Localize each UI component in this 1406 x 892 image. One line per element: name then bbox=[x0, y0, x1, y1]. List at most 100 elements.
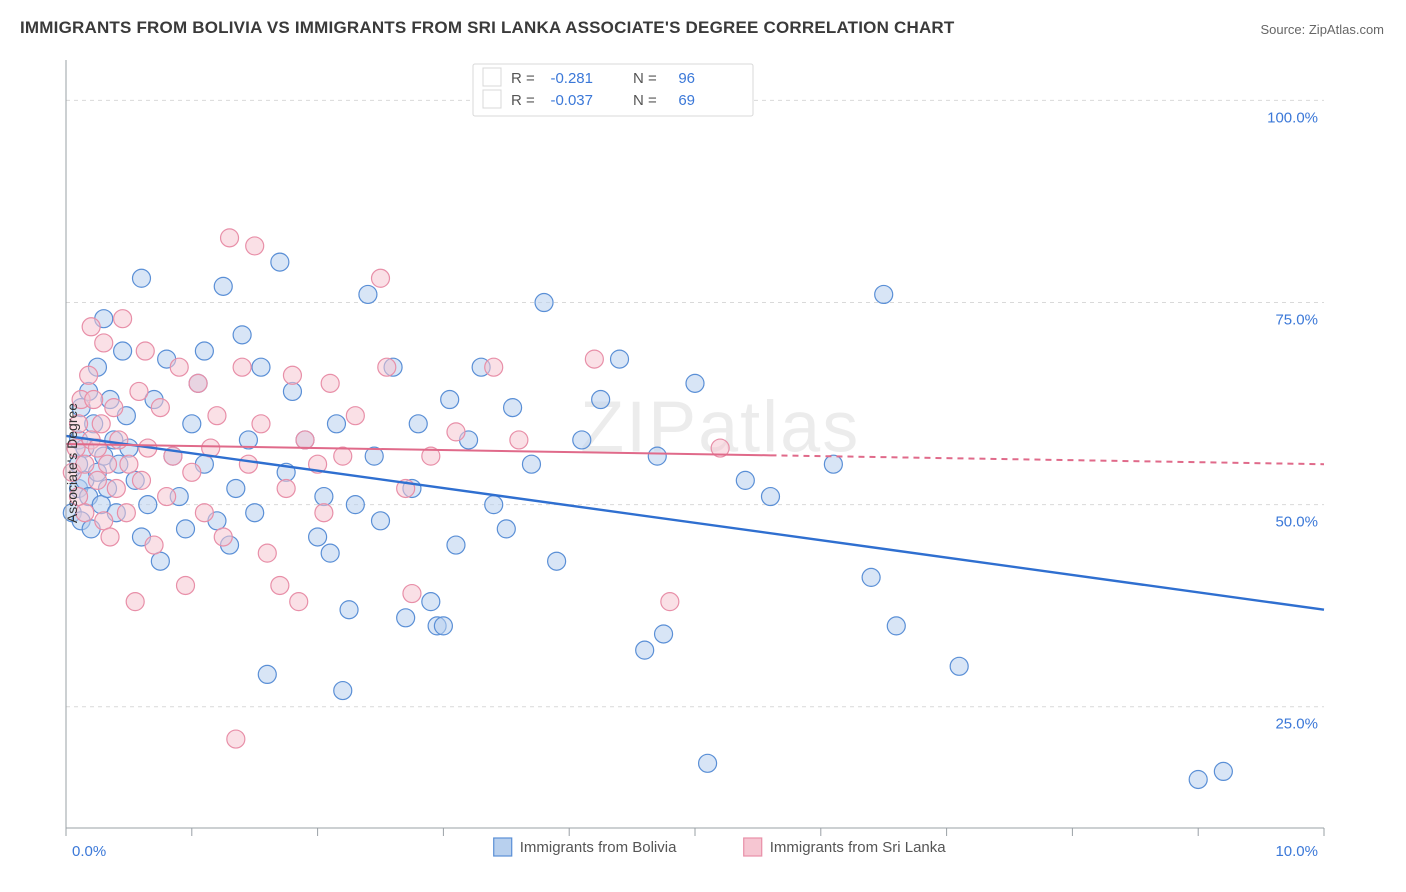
legend-label: Immigrants from Bolivia bbox=[520, 839, 677, 856]
source-label: Source: ZipAtlas.com bbox=[1260, 22, 1384, 37]
stat-text: -0.037 bbox=[550, 92, 593, 109]
legend-label: Immigrants from Sri Lanka bbox=[770, 839, 947, 856]
data-point bbox=[950, 657, 968, 675]
data-point bbox=[699, 754, 717, 772]
legend-swatch bbox=[744, 838, 762, 856]
data-point bbox=[80, 366, 98, 384]
data-point bbox=[447, 423, 465, 441]
data-point bbox=[315, 504, 333, 522]
data-point bbox=[246, 504, 264, 522]
data-point bbox=[1214, 762, 1232, 780]
data-point bbox=[126, 593, 144, 611]
data-point bbox=[592, 391, 610, 409]
data-point bbox=[151, 399, 169, 417]
data-point bbox=[277, 479, 295, 497]
data-point bbox=[283, 366, 301, 384]
data-point bbox=[258, 665, 276, 683]
data-point bbox=[136, 342, 154, 360]
scatter-chart: 25.0%50.0%75.0%100.0%ZIPatlas0.0%10.0%R … bbox=[18, 52, 1388, 874]
data-point bbox=[221, 229, 239, 247]
data-point bbox=[655, 625, 673, 643]
data-point bbox=[99, 455, 117, 473]
data-point bbox=[296, 431, 314, 449]
data-point bbox=[875, 285, 893, 303]
y-tick-label: 25.0% bbox=[1275, 716, 1318, 733]
data-point bbox=[85, 391, 103, 409]
data-point bbox=[611, 350, 629, 368]
data-point bbox=[359, 285, 377, 303]
legend-swatch bbox=[483, 68, 501, 86]
data-point bbox=[195, 342, 213, 360]
data-point bbox=[101, 528, 119, 546]
data-point bbox=[290, 593, 308, 611]
data-point bbox=[434, 617, 452, 635]
chart-title: IMMIGRANTS FROM BOLIVIA VS IMMIGRANTS FR… bbox=[20, 18, 954, 38]
data-point bbox=[397, 609, 415, 627]
data-point bbox=[195, 504, 213, 522]
data-point bbox=[177, 576, 195, 594]
data-point bbox=[346, 407, 364, 425]
data-point bbox=[636, 641, 654, 659]
data-point bbox=[233, 326, 251, 344]
data-point bbox=[110, 431, 128, 449]
data-point bbox=[346, 496, 364, 514]
data-point bbox=[504, 399, 522, 417]
data-point bbox=[315, 488, 333, 506]
legend-swatch bbox=[483, 90, 501, 108]
data-point bbox=[233, 358, 251, 376]
data-point bbox=[183, 463, 201, 481]
data-point bbox=[246, 237, 264, 255]
y-axis-label: Associate's Degree bbox=[64, 403, 80, 523]
data-point bbox=[510, 431, 528, 449]
stat-text: R = bbox=[511, 92, 535, 109]
data-point bbox=[661, 593, 679, 611]
data-point bbox=[114, 342, 132, 360]
data-point bbox=[130, 382, 148, 400]
y-tick-label: 100.0% bbox=[1267, 109, 1318, 126]
data-point bbox=[177, 520, 195, 538]
x-tick-label: 10.0% bbox=[1275, 843, 1318, 860]
data-point bbox=[422, 593, 440, 611]
data-point bbox=[271, 253, 289, 271]
data-point bbox=[761, 488, 779, 506]
data-point bbox=[227, 479, 245, 497]
stat-text: N = bbox=[633, 92, 657, 109]
y-tick-label: 50.0% bbox=[1275, 514, 1318, 531]
bottom-legend: Immigrants from Bolivia Immigrants from S… bbox=[494, 838, 947, 856]
data-point bbox=[686, 374, 704, 392]
data-point bbox=[145, 536, 163, 554]
data-point bbox=[648, 447, 666, 465]
data-point bbox=[409, 415, 427, 433]
data-point bbox=[132, 471, 150, 489]
data-point bbox=[82, 318, 100, 336]
stat-text: -0.281 bbox=[550, 70, 593, 87]
data-point bbox=[334, 447, 352, 465]
data-point bbox=[824, 455, 842, 473]
data-point bbox=[88, 471, 106, 489]
data-point bbox=[372, 512, 390, 530]
data-point bbox=[105, 399, 123, 417]
data-point bbox=[321, 544, 339, 562]
data-point bbox=[1189, 770, 1207, 788]
data-point bbox=[340, 601, 358, 619]
stat-text: 69 bbox=[678, 92, 695, 109]
data-point bbox=[214, 528, 232, 546]
data-point bbox=[92, 415, 110, 433]
stat-box: R =-0.281N =96R =-0.037N =69 bbox=[473, 64, 753, 116]
data-point bbox=[573, 431, 591, 449]
data-point bbox=[252, 415, 270, 433]
data-point bbox=[403, 585, 421, 603]
data-point bbox=[95, 512, 113, 530]
data-point bbox=[227, 730, 245, 748]
data-point bbox=[139, 496, 157, 514]
data-point bbox=[548, 552, 566, 570]
data-point bbox=[239, 455, 257, 473]
data-point bbox=[183, 415, 201, 433]
stat-text: 96 bbox=[678, 70, 695, 87]
x-tick-label: 0.0% bbox=[72, 843, 106, 860]
data-point bbox=[107, 479, 125, 497]
data-point bbox=[158, 488, 176, 506]
data-point bbox=[271, 576, 289, 594]
data-point bbox=[309, 528, 327, 546]
data-point bbox=[535, 294, 553, 312]
